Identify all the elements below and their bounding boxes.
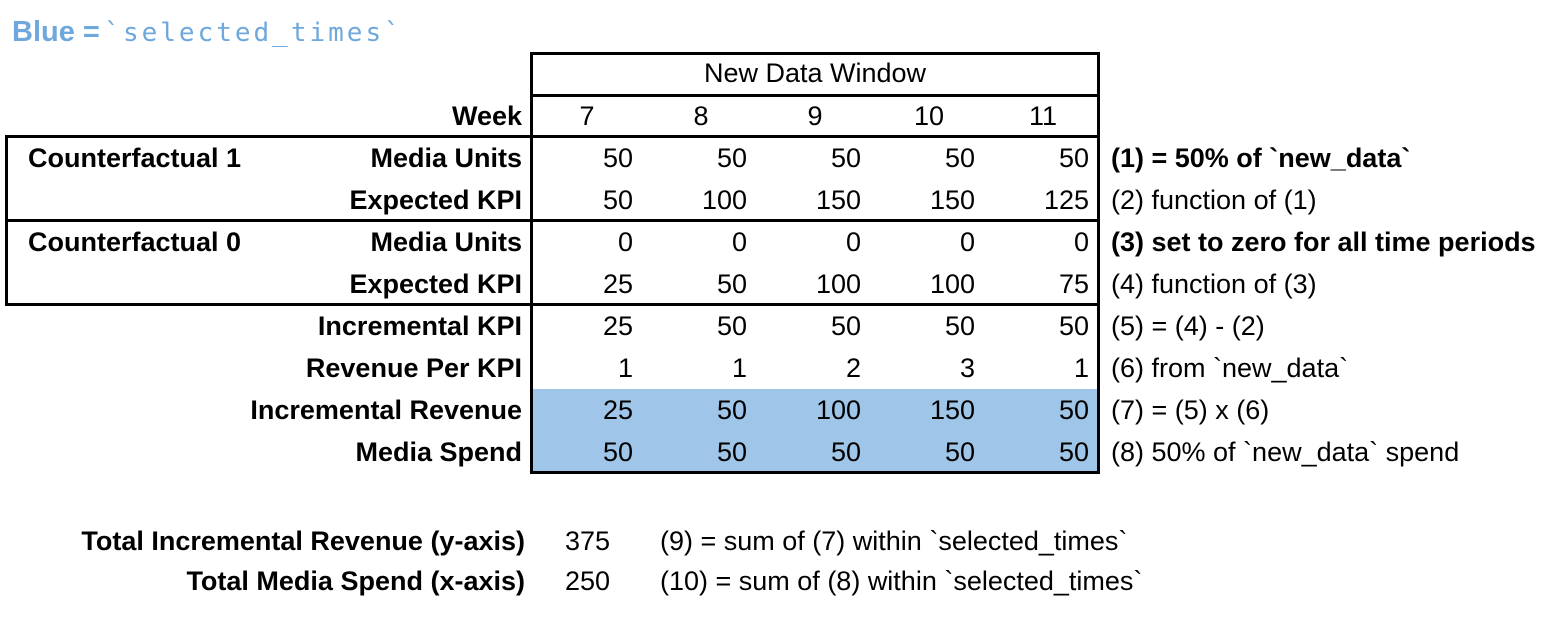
selected-times-highlight xyxy=(533,389,1097,471)
week-number: 11 xyxy=(1028,101,1058,131)
week-divider-line xyxy=(5,135,1100,138)
table-cell-highlighted: 50 xyxy=(716,437,747,467)
table-body: Counterfactual 1 Media Units 50 50 50 50… xyxy=(0,137,1544,473)
table-cell: 0 xyxy=(845,227,861,257)
total-media-spend-row: Total Media Spend (x-axis) 250 (10) = su… xyxy=(0,561,1544,601)
legend-title: Blue = `selected_times` xyxy=(12,16,403,49)
table-cell: 150 xyxy=(815,185,861,215)
total-annotation: (10) = sum of (8) within `selected_times… xyxy=(660,566,1143,596)
table-cell-highlighted: 50 xyxy=(1058,437,1089,467)
total-label: Total Media Spend (x-axis) xyxy=(186,566,525,596)
week-number: 9 xyxy=(807,101,823,131)
row-annotation: (2) function of (1) xyxy=(1111,185,1317,215)
table-cell: 100 xyxy=(815,269,861,299)
row-label: Media Units xyxy=(370,143,522,173)
table-cell: 25 xyxy=(602,311,633,341)
table-cell: 0 xyxy=(1073,227,1089,257)
table-cell: 100 xyxy=(929,269,975,299)
table-cell-highlighted: 50 xyxy=(716,395,747,425)
header-divider-line xyxy=(530,94,1100,97)
group-label: Counterfactual 0 xyxy=(28,227,242,257)
table-cell-highlighted: 100 xyxy=(815,395,861,425)
new-data-window-header: New Data Window xyxy=(703,58,927,88)
totals-section: Total Incremental Revenue (y-axis) 375 (… xyxy=(0,521,1544,601)
row-label: Media Units xyxy=(370,227,522,257)
row-label: Incremental KPI xyxy=(317,311,522,341)
table-cell: 0 xyxy=(731,227,747,257)
row-annotation: (3) set to zero for all time periods xyxy=(1111,227,1536,257)
total-value: 375 xyxy=(565,526,611,556)
table-cell: 75 xyxy=(1058,269,1089,299)
week-row: Week 7 8 9 10 11 xyxy=(0,95,1544,137)
week-number: 7 xyxy=(579,101,595,131)
row-annotation: (7) = (5) x (6) xyxy=(1111,395,1270,425)
table-cell: 1 xyxy=(731,353,747,383)
row-label: Expected KPI xyxy=(349,269,522,299)
total-incremental-revenue-row: Total Incremental Revenue (y-axis) 375 (… xyxy=(0,521,1544,561)
table-cell: 1 xyxy=(1073,353,1089,383)
table-cell: 50 xyxy=(830,311,861,341)
counterfactual-bottom-line xyxy=(5,303,1100,306)
table-cell: 125 xyxy=(1043,185,1089,215)
row-annotation: (5) = (4) - (2) xyxy=(1111,311,1265,341)
table-cell: 3 xyxy=(959,353,975,383)
counterfactual-divider-line xyxy=(5,219,1100,222)
table-cell: 50 xyxy=(1058,143,1089,173)
legend-title-code: `selected_times` xyxy=(104,18,403,48)
table-cell: 50 xyxy=(716,269,747,299)
table-cell-highlighted: 25 xyxy=(602,395,633,425)
row-annotation: (1) = 50% of `new_data` xyxy=(1111,143,1411,173)
week-number: 8 xyxy=(693,101,709,131)
table-cell: 50 xyxy=(716,143,747,173)
table-cell: 50 xyxy=(1058,311,1089,341)
total-annotation: (9) = sum of (7) within `selected_times` xyxy=(660,526,1128,556)
table-row-media-units-cf0: Counterfactual 0 Media Units 0 0 0 0 0 (… xyxy=(0,221,1544,263)
table-cell: 50 xyxy=(602,185,633,215)
table-cell: 50 xyxy=(716,311,747,341)
table-cell: 25 xyxy=(602,269,633,299)
table-cell: 150 xyxy=(929,185,975,215)
week-label: Week xyxy=(451,101,522,131)
total-value: 250 xyxy=(565,566,611,596)
table-cell: 0 xyxy=(959,227,975,257)
table-cell: 2 xyxy=(845,353,861,383)
counterfactual-left-line xyxy=(5,135,8,306)
table-cell: 0 xyxy=(617,227,633,257)
row-annotation: (8) 50% of `new_data` spend xyxy=(1111,437,1460,467)
table-cell-highlighted: 50 xyxy=(1058,395,1089,425)
row-label: Incremental Revenue xyxy=(250,395,522,425)
row-label: Revenue Per KPI xyxy=(305,353,522,383)
row-label: Expected KPI xyxy=(349,185,522,215)
row-annotation: (6) from `new_data` xyxy=(1111,353,1349,383)
table-row-incremental-revenue: Incremental Revenue 25 50 100 150 50 (7)… xyxy=(0,389,1544,431)
legend-title-prefix: Blue = xyxy=(12,16,100,48)
table-row-media-units-cf1: Counterfactual 1 Media Units 50 50 50 50… xyxy=(0,137,1544,179)
table-row-incremental-kpi: Incremental KPI 25 50 50 50 50 (5) = (4)… xyxy=(0,305,1544,347)
table-cell-highlighted: 50 xyxy=(830,437,861,467)
table-cell: 50 xyxy=(944,143,975,173)
table-cell: 1 xyxy=(617,353,633,383)
table-row-revenue-per-kpi: Revenue Per KPI 1 1 2 3 1 (6) from `new_… xyxy=(0,347,1544,389)
table-row-expected-kpi-cf0: Expected KPI 25 50 100 100 75 (4) functi… xyxy=(0,263,1544,305)
table-cell: 50 xyxy=(830,143,861,173)
table-row-media-spend: Media Spend 50 50 50 50 50 (8) 50% of `n… xyxy=(0,431,1544,473)
total-label: Total Incremental Revenue (y-axis) xyxy=(81,526,525,556)
table-cell-highlighted: 150 xyxy=(929,395,975,425)
table-cell: 100 xyxy=(701,185,747,215)
table-cell: 50 xyxy=(602,143,633,173)
table-cell-highlighted: 50 xyxy=(602,437,633,467)
group-label: Counterfactual 1 xyxy=(28,143,242,173)
week-number: 10 xyxy=(913,101,945,131)
row-annotation: (4) function of (3) xyxy=(1111,269,1317,299)
table-cell-highlighted: 50 xyxy=(944,437,975,467)
table-row-expected-kpi-cf1: Expected KPI 50 100 150 150 125 (2) func… xyxy=(0,179,1544,221)
table-cell: 50 xyxy=(944,311,975,341)
row-label: Media Spend xyxy=(355,437,522,467)
